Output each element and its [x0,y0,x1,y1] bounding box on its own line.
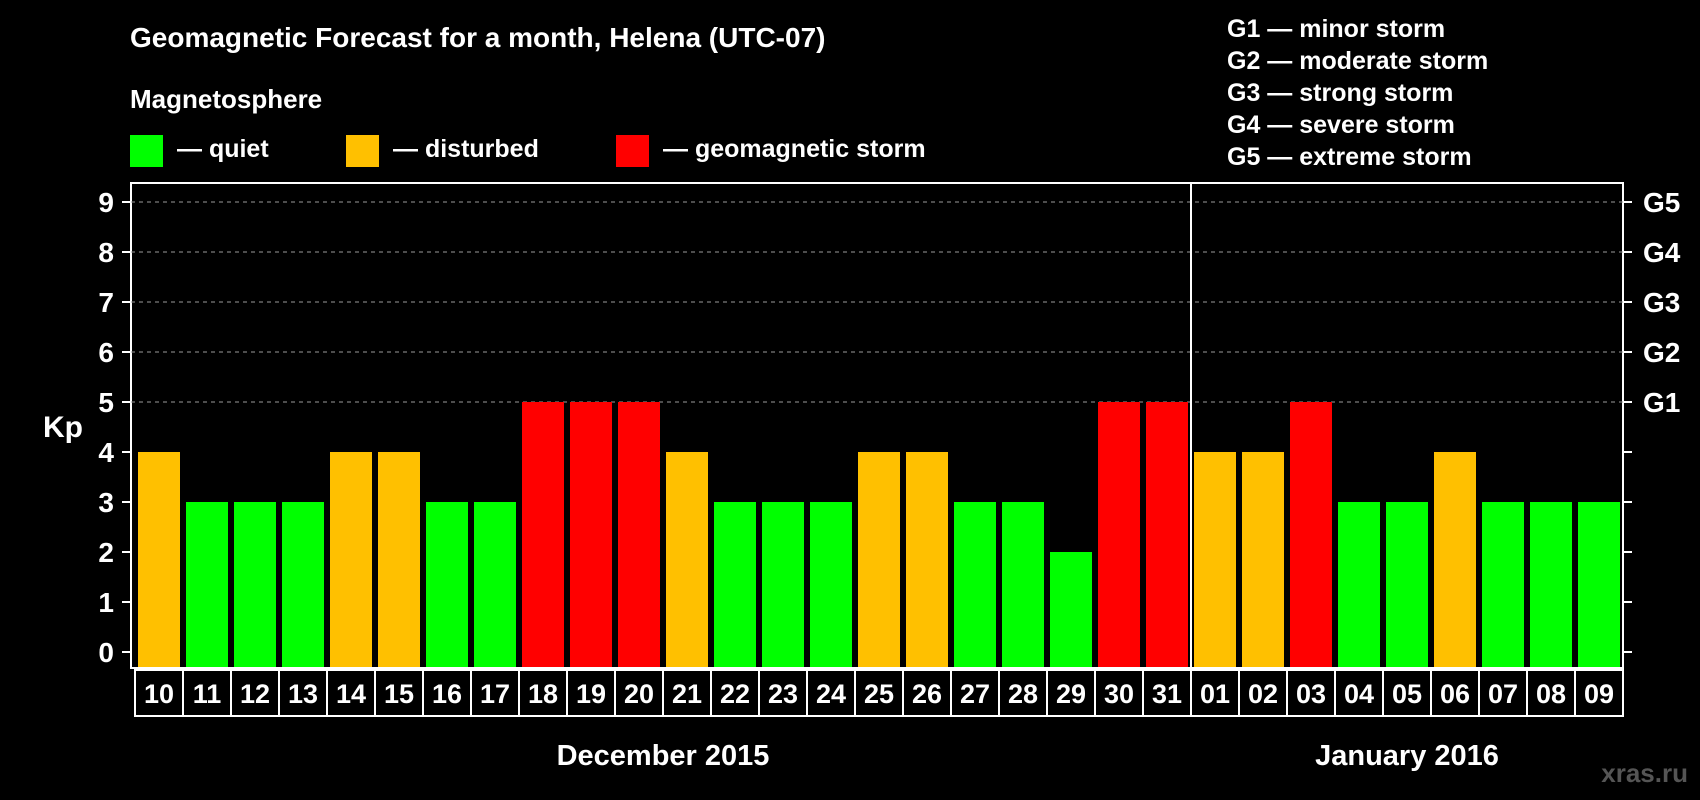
bar-11 [186,502,228,667]
legend-swatch-disturbed [346,135,379,167]
y-tick-label: 7 [98,287,114,318]
bar-04 [1338,502,1380,667]
x-tick-label: 01 [1200,679,1230,709]
x-tick-label: 06 [1440,679,1470,709]
x-tick-label: 10 [144,679,174,709]
bar-20 [618,402,660,667]
y-axis-label: Kp [43,411,83,444]
bar-02 [1242,452,1284,667]
legend-label-storm: — geomagnetic storm [663,135,926,163]
y-tick-label: 4 [98,437,114,468]
x-tick-label: 26 [912,679,942,709]
right-axis-label-g1: G1 [1643,387,1680,418]
x-tick-label: 14 [336,679,366,709]
bar-27 [954,502,996,667]
x-tick-label: 28 [1008,679,1038,709]
legend-title: Magnetosphere [130,84,322,114]
x-tick-label: 17 [480,679,510,709]
bar-30 [1098,402,1140,667]
y-tick-label: 1 [98,587,114,618]
bar-21 [666,452,708,667]
bar-01 [1194,452,1236,667]
x-tick-label: 08 [1536,679,1566,709]
bar-22 [714,502,756,667]
x-tick-label: 02 [1248,679,1278,709]
bar-14 [330,452,372,667]
x-tick-label: 25 [864,679,894,709]
right-axis-label-g5: G5 [1643,187,1680,218]
plot-frame [130,182,1624,669]
watermark: xras.ru [1601,758,1688,788]
storm-scale-g1: G1 — minor storm [1227,15,1445,43]
bar-10 [138,452,180,667]
bar-25 [858,452,900,667]
storm-scale-g5: G5 — extreme storm [1227,143,1472,171]
bar-19 [570,402,612,667]
legend-label-quiet: — quiet [177,135,269,163]
x-tick-label: 27 [960,679,990,709]
bar-23 [762,502,804,667]
x-tick-label: 11 [193,679,222,709]
x-tick-label: 03 [1296,679,1326,709]
storm-scale-g4: G4 — severe storm [1227,111,1455,139]
x-tick-label: 15 [384,679,414,709]
x-tick-label: 13 [288,679,318,709]
x-tick-label: 09 [1584,679,1614,709]
y-tick-label: 5 [98,387,114,418]
y-tick-label: 6 [98,337,114,368]
bar-31 [1146,402,1188,667]
x-tick-label: 07 [1488,679,1518,709]
x-tick-label: 19 [576,679,606,709]
bar-08 [1530,502,1572,667]
bar-29 [1050,552,1092,667]
date-box [134,669,1624,717]
right-axis-label-g4: G4 [1643,237,1681,268]
x-tick-label: 05 [1392,679,1422,709]
legend-label-disturbed: — disturbed [393,135,539,163]
chart-title: Geomagnetic Forecast for a month, Helena… [130,22,825,53]
y-tick-label: 3 [98,487,114,518]
x-tick-label: 20 [624,679,654,709]
x-tick-label: 12 [240,679,270,709]
x-tick-label: 22 [720,679,750,709]
x-tick-label: 30 [1104,679,1134,709]
bar-03 [1290,402,1332,667]
y-tick-label: 0 [98,637,114,668]
bar-13 [282,502,324,667]
x-tick-label: 04 [1344,679,1374,709]
bar-16 [426,502,468,667]
bar-18 [522,402,564,667]
bar-06 [1434,452,1476,667]
x-tick-label: 18 [528,679,558,709]
month-label: December 2015 [557,740,770,772]
bar-09 [1578,502,1620,667]
y-tick-label: 2 [98,537,114,568]
bar-24 [810,502,852,667]
x-tick-label: 21 [672,679,702,709]
x-tick-label: 16 [432,679,462,709]
y-tick-label: 9 [98,187,114,218]
x-tick-label: 31 [1152,679,1182,709]
month-label: January 2016 [1315,740,1499,772]
right-axis-label-g3: G3 [1643,287,1680,318]
bar-28 [1002,502,1044,667]
legend-swatch-quiet [130,135,163,167]
storm-scale-g3: G3 — strong storm [1227,79,1453,107]
legend-swatch-storm [616,135,649,167]
x-tick-label: 24 [816,679,846,709]
bar-12 [234,502,276,667]
bar-26 [906,452,948,667]
bar-07 [1482,502,1524,667]
x-tick-label: 29 [1056,679,1086,709]
bar-17 [474,502,516,667]
y-tick-label: 8 [98,237,114,268]
right-axis-label-g2: G2 [1643,337,1680,368]
bar-05 [1386,502,1428,667]
x-tick-label: 23 [768,679,798,709]
storm-scale-g2: G2 — moderate storm [1227,47,1488,75]
bar-15 [378,452,420,667]
